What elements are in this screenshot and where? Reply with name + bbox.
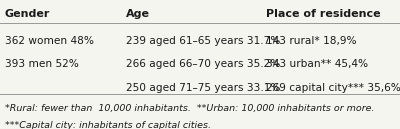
Text: *Rural: fewer than  10,000 inhabitants.  **Urban: 10,000 inhabitants or more.: *Rural: fewer than 10,000 inhabitants. *… — [5, 104, 374, 113]
Text: 362 women 48%: 362 women 48% — [5, 36, 94, 46]
Text: Gender: Gender — [5, 9, 50, 19]
Text: 393 men 52%: 393 men 52% — [5, 59, 79, 69]
Text: 250 aged 71–75 years 33.1%: 250 aged 71–75 years 33.1% — [126, 83, 280, 93]
Text: 343 urban** 45,4%: 343 urban** 45,4% — [266, 59, 368, 69]
Text: Place of residence: Place of residence — [266, 9, 381, 19]
Text: 269 capital city*** 35,6%: 269 capital city*** 35,6% — [266, 83, 400, 93]
Text: ***Capital city: inhabitants of capital cities.: ***Capital city: inhabitants of capital … — [5, 121, 211, 129]
Text: 266 aged 66–70 years 35.2%: 266 aged 66–70 years 35.2% — [126, 59, 280, 69]
Text: Age: Age — [126, 9, 150, 19]
Text: 239 aged 61–65 years 31.7%: 239 aged 61–65 years 31.7% — [126, 36, 280, 46]
Text: 143 rural* 18,9%: 143 rural* 18,9% — [266, 36, 357, 46]
